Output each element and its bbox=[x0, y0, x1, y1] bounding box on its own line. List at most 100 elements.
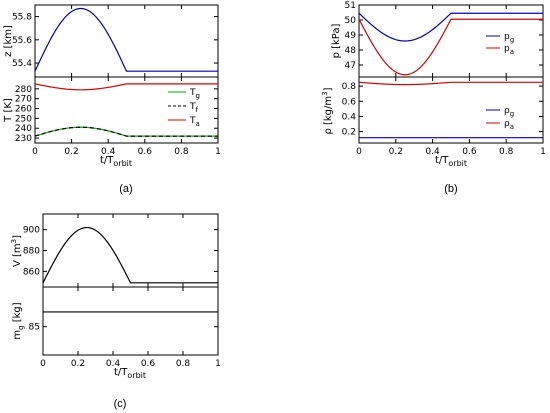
b-legend-ra: ρa bbox=[504, 119, 514, 131]
b-xlabel-main: t/T bbox=[435, 155, 449, 166]
a_bot-xtick-label-1: 0.2 bbox=[64, 147, 78, 157]
a-legend-ta-main: T bbox=[189, 116, 196, 126]
a_bot-ytick-label-4: 270 bbox=[15, 95, 32, 105]
c-xlabel: t/Torbit bbox=[114, 367, 146, 380]
b_top-ytick-label-0: 47 bbox=[345, 61, 356, 71]
b-legend-rg-sub: g bbox=[510, 110, 514, 118]
b-bot-legend: ρg ρa bbox=[486, 106, 514, 131]
c-xlabel-sub: orbit bbox=[127, 371, 146, 380]
b-legend-pa: pa bbox=[504, 44, 514, 56]
a-legend-ta-sub: a bbox=[196, 120, 200, 128]
a_top-ytick-label-1: 55.6 bbox=[12, 36, 32, 46]
panel-label-a: (a) bbox=[119, 183, 132, 195]
c-bot-frame bbox=[42, 286, 219, 356]
a-legend-tg-sub: g bbox=[196, 92, 200, 100]
c_bot-xtick-label-2: 0.4 bbox=[106, 359, 121, 369]
c_bot-xtick-label-4: 0.8 bbox=[176, 359, 191, 369]
a-legend-tg: Tg bbox=[189, 88, 200, 100]
a_bot-series-2 bbox=[34, 83, 218, 91]
b-legend-pg-main: p bbox=[504, 32, 510, 42]
b-bot-plot: 0.20.40.60.80 0.2 0.4 0.6 0.8 1 bbox=[342, 77, 546, 157]
a_top-series-0 bbox=[34, 7, 218, 72]
a_top-ytick-label-0: 55.4 bbox=[12, 59, 32, 69]
a-legend: Tg Tf Ta bbox=[168, 88, 200, 128]
b_bot-ytick-label-2: 0.6 bbox=[342, 97, 357, 107]
b-legend-pg-sub: g bbox=[510, 36, 514, 44]
a-xlabel-main: t/T bbox=[100, 155, 114, 166]
a-legend-tf-sub: f bbox=[196, 106, 199, 114]
b-legend-ra-sub: a bbox=[510, 123, 514, 131]
b_bot-series-1 bbox=[358, 81, 543, 86]
b-top-plot: 47 48 49 50 51 bbox=[345, 1, 544, 77]
b-bot-frame bbox=[358, 76, 544, 144]
c-xlabel-main: t/T bbox=[114, 367, 128, 378]
c-top-plot: 860 880 900 bbox=[23, 214, 219, 287]
c-bot-ylabel-end: [kg] bbox=[12, 302, 23, 325]
b_bot-xtick-label-1: 0.2 bbox=[389, 147, 403, 157]
c_bot-xtick-label-3: 0.6 bbox=[141, 359, 156, 369]
b-bot-ylabel: ρ [kg/m3] bbox=[321, 87, 334, 134]
c_bot-ytick-label-0: 85 bbox=[29, 323, 40, 333]
b_top-ytick-label-1: 48 bbox=[345, 46, 357, 56]
c-top-frame bbox=[42, 213, 219, 288]
b-xlabel-sub: orbit bbox=[448, 159, 467, 168]
b-legend-pg: pg bbox=[504, 32, 514, 44]
b_top-ytick-label-2: 49 bbox=[345, 31, 357, 41]
a-top-ylabel: z [km] bbox=[3, 25, 14, 57]
b_bot-xtick-label-2: 0.4 bbox=[425, 147, 440, 157]
a_bot-ytick-label-5: 280 bbox=[15, 85, 32, 95]
a-top-frame bbox=[34, 4, 219, 78]
b_top-series-1 bbox=[358, 18, 543, 76]
a-bot-ylabel: T [K] bbox=[3, 98, 14, 123]
a_bot-xtick-label-0: 0 bbox=[32, 147, 38, 157]
b-legend-pa-sub: a bbox=[510, 48, 514, 56]
b_top-series-0 bbox=[358, 12, 543, 42]
b_bot-ytick-label-1: 0.4 bbox=[342, 112, 357, 122]
b_bot-xtick-label-3: 0.6 bbox=[462, 147, 477, 157]
c-bot-ylabel-main: m bbox=[12, 330, 23, 340]
a_bot-ytick-label-1: 240 bbox=[15, 124, 32, 134]
b_bot-xtick-label-5: 1 bbox=[540, 147, 546, 157]
b_top-ytick-label-4: 51 bbox=[345, 1, 356, 11]
a_top-ytick-label-2: 55.8 bbox=[12, 13, 32, 23]
a-legend-tf-main: T bbox=[189, 102, 196, 112]
a_bot-series-1 bbox=[34, 126, 218, 137]
b_top-ytick-label-3: 50 bbox=[345, 16, 357, 26]
c_bot-xtick-label-1: 0.2 bbox=[71, 359, 85, 369]
a-xlabel: t/Torbit bbox=[100, 155, 132, 168]
panel-label-c: (c) bbox=[114, 398, 127, 410]
b-legend-ra-main: ρ bbox=[504, 119, 510, 129]
b-top-frame bbox=[358, 4, 544, 78]
b_bot-xtick-label-4: 0.8 bbox=[499, 147, 514, 157]
a_bot-ytick-label-2: 250 bbox=[15, 114, 32, 124]
a-legend-tg-main: T bbox=[189, 88, 196, 98]
c_top-ytick-label-1: 880 bbox=[23, 247, 40, 257]
a_bot-xtick-label-2: 0.4 bbox=[101, 147, 116, 157]
a-top-plot: 55.4 55.6 55.8 bbox=[12, 5, 219, 77]
b-legend-rg: ρg bbox=[504, 106, 514, 118]
panel-label-b: (b) bbox=[444, 183, 457, 195]
a_bot-xtick-label-4: 0.8 bbox=[174, 147, 189, 157]
b-top-legend: pg pa bbox=[486, 32, 514, 56]
b_bot-ytick-label-0: 0.2 bbox=[342, 128, 356, 138]
c-top-ylabel-sup: 3 bbox=[10, 239, 18, 243]
c_bot-xtick-label-5: 1 bbox=[215, 359, 221, 369]
c-top-ylabel: V [m3] bbox=[10, 235, 23, 267]
a_bot-xtick-label-3: 0.6 bbox=[138, 147, 153, 157]
c_bot-xtick-label-0: 0 bbox=[40, 359, 46, 369]
panel-c: 860 880 900 85 0 0.2 0.4 0.6 0.8 1 V [m3] mg [kg… bbox=[10, 213, 221, 410]
c-bot-ylabel: mg [kg] bbox=[12, 302, 25, 339]
b_bot-ytick-label-3: 0.8 bbox=[342, 82, 357, 92]
c_top-ytick-label-0: 860 bbox=[23, 267, 40, 277]
a-legend-tf: Tf bbox=[189, 102, 199, 114]
b-legend-rg-main: ρ bbox=[504, 106, 510, 116]
a-xlabel-sub: orbit bbox=[113, 159, 132, 168]
b-bot-ylabel-end: ] bbox=[323, 87, 334, 91]
c_top-ytick-label-2: 900 bbox=[23, 226, 40, 236]
c_top-series-0 bbox=[42, 226, 218, 284]
b-bot-ylabel-sup: 3 bbox=[321, 91, 329, 95]
